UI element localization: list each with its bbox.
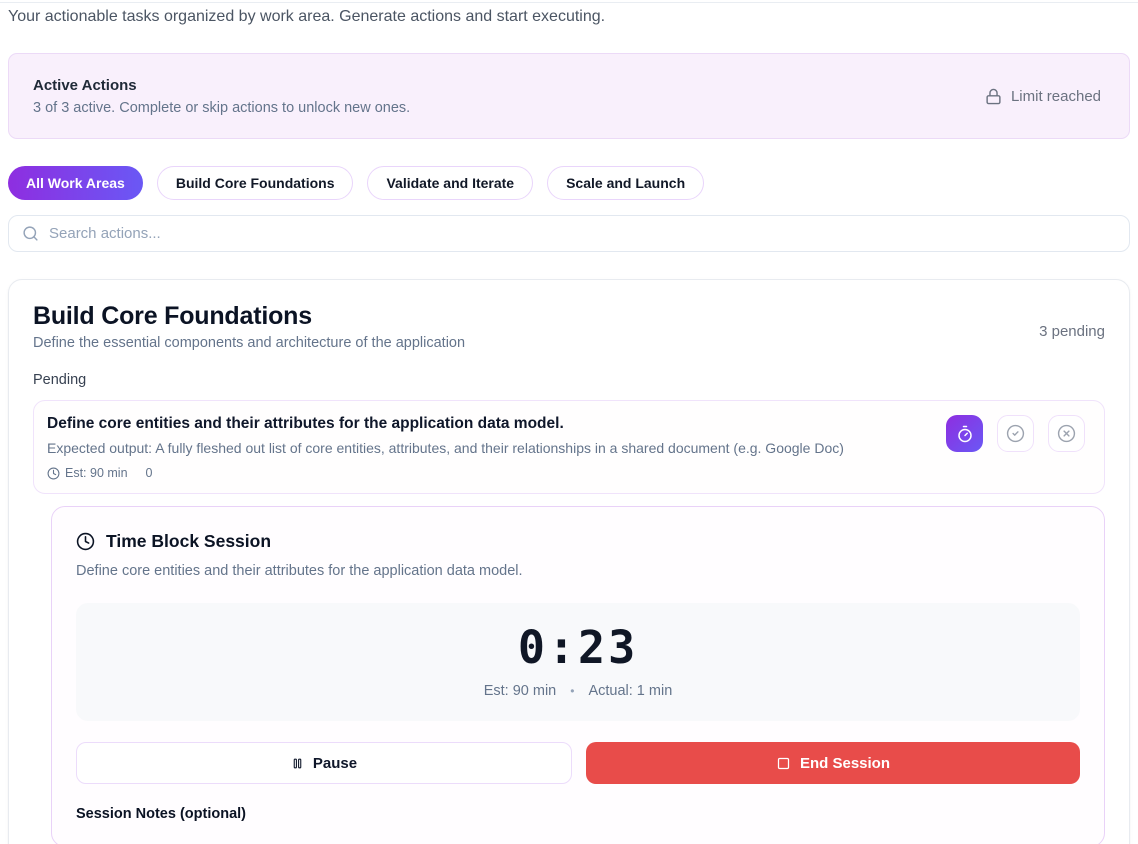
work-area-filters: All Work Areas Build Core Foundations Va… <box>8 166 1130 200</box>
banner-subtitle: 3 of 3 active. Complete or skip actions … <box>33 99 411 116</box>
separator-dot: • <box>570 684 575 698</box>
session-estimate: Est: 90 min <box>483 683 557 699</box>
filter-build-core-foundations[interactable]: Build Core Foundations <box>156 166 354 200</box>
session-description: Define core entities and their attribute… <box>76 563 523 579</box>
start-timer-button[interactable] <box>946 415 983 452</box>
page-description: Your actionable tasks organized by work … <box>8 8 606 25</box>
filter-scale-and-launch[interactable]: Scale and Launch <box>547 166 705 200</box>
clock-icon <box>47 467 60 480</box>
top-divider <box>0 2 1138 3</box>
work-area-heading: Build Core Foundations Define the essent… <box>33 302 465 351</box>
pending-section-label: Pending <box>33 372 87 388</box>
search-input[interactable] <box>49 225 1116 242</box>
session-title: Time Block Session <box>106 531 272 551</box>
time-block-session-panel: Time Block Session Define core entities … <box>51 506 1105 844</box>
pause-button[interactable]: Pause <box>76 742 572 784</box>
pending-count-badge: 3 pending <box>1039 323 1105 340</box>
work-area-subtitle: Define the essential components and arch… <box>33 335 466 351</box>
work-area-card: Build Core Foundations Define the essent… <box>8 279 1130 844</box>
filter-validate-and-iterate[interactable]: Validate and Iterate <box>367 166 534 200</box>
actions-page: Your actionable tasks organized by work … <box>0 8 1138 844</box>
timer-display: 0:23 Est: 90 min • Actual: 1 min <box>76 603 1080 721</box>
x-circle-icon <box>1057 424 1076 443</box>
end-session-label: End Session <box>799 754 891 772</box>
end-session-button[interactable]: End Session <box>586 742 1080 784</box>
check-circle-icon <box>1006 424 1025 443</box>
session-actual: Actual: 1 min <box>588 683 673 699</box>
action-expected-output: Expected output: A fully fleshed out lis… <box>47 440 844 456</box>
work-area-title: Build Core Foundations <box>33 302 312 330</box>
work-area-header: Build Core Foundations Define the essent… <box>33 302 1105 351</box>
active-actions-banner: Active Actions 3 of 3 active. Complete o… <box>8 53 1130 139</box>
search-bar <box>8 215 1130 252</box>
filter-all-work-areas[interactable]: All Work Areas <box>8 166 143 200</box>
limit-reached-indicator: Limit reached <box>985 88 1101 105</box>
session-header: Time Block Session <box>76 531 1080 552</box>
banner-title: Active Actions <box>33 76 137 94</box>
action-buttons <box>946 414 1085 480</box>
session-notes-label: Session Notes (optional) <box>76 806 246 822</box>
pause-icon <box>291 757 304 770</box>
action-item: Define core entities and their attribute… <box>33 400 1105 494</box>
limit-reached-label: Limit reached <box>1010 87 1101 105</box>
lock-icon <box>985 88 1002 105</box>
session-actions: Pause End Session <box>76 742 1080 784</box>
stop-icon <box>776 756 791 771</box>
skip-action-button[interactable] <box>1048 415 1085 452</box>
action-estimate: Est: 90 min <box>65 466 128 480</box>
action-text: Define core entities and their attribute… <box>47 414 844 480</box>
timer-value: 0:23 <box>517 621 639 674</box>
action-meta: Est: 90 min 0 <box>47 466 844 480</box>
action-counter: 0 <box>145 466 153 480</box>
search-icon <box>22 225 39 242</box>
timer-icon <box>956 425 974 443</box>
complete-action-button[interactable] <box>997 415 1034 452</box>
timer-meta: Est: 90 min • Actual: 1 min <box>484 683 673 699</box>
pause-label: Pause <box>312 754 358 772</box>
action-title: Define core entities and their attribute… <box>47 415 564 432</box>
clock-icon <box>76 532 95 551</box>
banner-text: Active Actions 3 of 3 active. Complete o… <box>33 77 410 116</box>
